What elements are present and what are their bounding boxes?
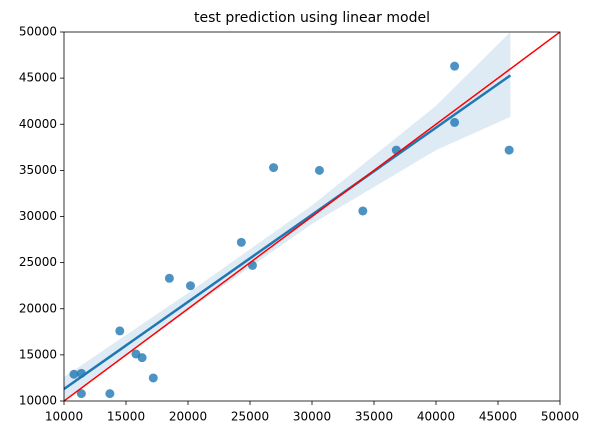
y-tick-label: 45000 (19, 71, 57, 85)
y-tick-label: 10000 (19, 394, 57, 408)
x-tick-label: 15000 (107, 410, 145, 424)
point (236, 237, 246, 247)
y-tick-label: 50000 (19, 25, 57, 39)
x-tick-label: 25000 (231, 410, 269, 424)
reference-line (64, 32, 560, 401)
point (76, 389, 86, 399)
x-tick-label: 35000 (355, 410, 393, 424)
point (69, 369, 79, 379)
point (269, 163, 279, 173)
y-tick-label: 30000 (19, 209, 57, 223)
x-tick-label: 10000 (45, 410, 83, 424)
point (450, 61, 460, 71)
regression-line (64, 74, 512, 391)
x-tick-label: 40000 (417, 410, 455, 424)
x-tick-label: 30000 (293, 410, 331, 424)
point (164, 273, 174, 283)
point (105, 389, 115, 399)
y-tick-label: 35000 (19, 163, 57, 177)
y-tick-label: 15000 (19, 347, 57, 361)
point (185, 281, 195, 291)
point (314, 165, 324, 175)
y-tick-label: 25000 (19, 255, 57, 269)
x-tick-label: 20000 (169, 410, 207, 424)
point (358, 206, 368, 216)
point (137, 353, 147, 363)
point (148, 373, 158, 383)
point (115, 326, 125, 336)
confidence-band (64, 32, 511, 401)
x-tick-label: 50000 (541, 410, 579, 424)
y-tick-label: 20000 (19, 301, 57, 315)
y-tick-label: 40000 (19, 117, 57, 131)
chart-title: test prediction using linear model (194, 10, 430, 26)
x-tick-label: 45000 (479, 410, 517, 424)
point (504, 145, 514, 155)
point (450, 117, 460, 127)
plot-area (64, 32, 560, 401)
